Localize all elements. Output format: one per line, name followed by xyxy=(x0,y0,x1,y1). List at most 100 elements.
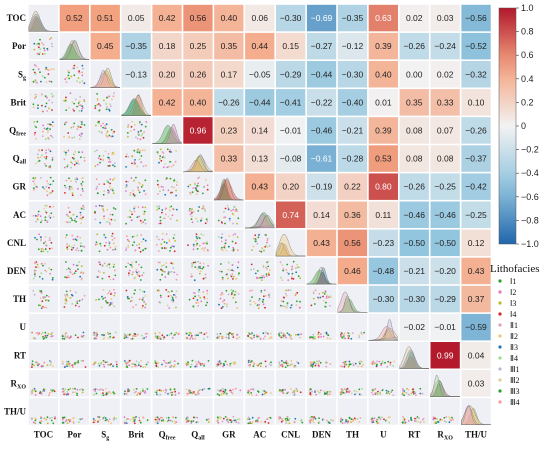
scatter-point xyxy=(64,98,67,101)
scatter-point xyxy=(207,387,210,390)
scatter-cell xyxy=(337,313,368,341)
scatter-point xyxy=(63,366,66,368)
scatter-point xyxy=(172,267,175,269)
corr-cell: 0.07 xyxy=(430,117,460,144)
corr-cell-bg xyxy=(337,89,368,116)
scatter-point xyxy=(94,218,97,221)
corr-cell-bg xyxy=(245,89,275,116)
scatter-cell xyxy=(245,285,275,313)
scatter-point xyxy=(48,239,51,242)
scatter-point xyxy=(262,303,265,306)
scatter-point xyxy=(156,205,159,208)
scatter-point xyxy=(238,418,241,421)
scatter-point xyxy=(232,270,235,272)
scatter-point xyxy=(166,148,169,151)
scatter-cell xyxy=(59,370,89,397)
scatter-point xyxy=(251,416,254,419)
scatter-point xyxy=(256,420,259,423)
scatter-point xyxy=(127,216,130,218)
scatter-point xyxy=(263,276,266,279)
scatter-point xyxy=(41,365,44,367)
scatter-point xyxy=(72,365,74,368)
scatter-point xyxy=(224,222,226,225)
scatter-point xyxy=(113,416,116,419)
scatter-bg xyxy=(245,313,275,341)
scatter-point xyxy=(129,209,131,212)
corr-cell-bg xyxy=(245,32,275,60)
corr-value: 0.03 xyxy=(468,378,485,388)
scatter-point xyxy=(266,239,269,242)
scatter-bg xyxy=(152,257,182,285)
scatter-point xyxy=(126,235,128,238)
scatter-point xyxy=(62,390,64,393)
scatter-point xyxy=(202,266,205,269)
scatter-point xyxy=(136,273,139,276)
scatter-point xyxy=(186,394,189,396)
scatter-point xyxy=(93,389,96,391)
scatter-point xyxy=(283,296,285,299)
scatter-point xyxy=(66,247,69,250)
scatter-point xyxy=(110,422,112,425)
scatter-point xyxy=(416,416,419,418)
scatter-point xyxy=(310,304,313,307)
scatter-point xyxy=(320,336,322,338)
scatter-point xyxy=(67,267,70,270)
scatter-point xyxy=(221,306,224,308)
scatter-point xyxy=(262,337,265,340)
scatter-point xyxy=(317,331,320,334)
scatter-point xyxy=(173,179,176,182)
density-cell xyxy=(183,145,213,172)
scatter-point xyxy=(33,97,36,99)
scatter-point xyxy=(67,149,70,152)
scatter-point xyxy=(200,363,203,366)
scatter-point xyxy=(232,208,235,211)
scatter-point xyxy=(227,277,229,280)
scatter-point xyxy=(39,48,42,51)
scatter-point xyxy=(329,337,332,340)
scatter-point xyxy=(41,104,43,107)
scatter-point xyxy=(170,394,173,396)
scatter-point xyxy=(200,300,203,303)
scatter-point xyxy=(128,240,131,243)
corr-cell: −0.46 xyxy=(430,201,460,228)
scatter-point xyxy=(48,166,50,168)
corr-value: −0.44 xyxy=(311,69,333,79)
scatter-point xyxy=(50,68,53,71)
row-label: U xyxy=(20,322,27,332)
scatter-point xyxy=(164,163,167,165)
scatter-point xyxy=(31,366,33,368)
scatter-point xyxy=(46,131,49,134)
scatter-point xyxy=(194,334,197,337)
scatter-point xyxy=(261,246,263,249)
scatter-point xyxy=(227,335,230,338)
scatter-point xyxy=(54,417,56,420)
colorbar-tick-label: −0.8 xyxy=(521,215,539,225)
scatter-point xyxy=(175,421,178,423)
scatter-point xyxy=(133,128,136,131)
scatter-point xyxy=(70,126,73,129)
scatter-point xyxy=(36,238,38,241)
scatter-point xyxy=(61,418,64,421)
scatter-point xyxy=(106,265,108,267)
row-label: TH/U xyxy=(4,406,27,416)
scatter-point xyxy=(235,421,238,423)
scatter-point xyxy=(98,389,101,391)
scatter-point xyxy=(64,276,66,278)
scatter-point xyxy=(134,363,137,366)
scatter-point xyxy=(203,363,206,366)
scatter-point xyxy=(251,388,254,391)
scatter-point xyxy=(235,207,237,210)
corr-cell-bg xyxy=(337,32,368,60)
scatter-point xyxy=(130,177,133,180)
scatter-point xyxy=(254,302,257,305)
corr-value: 0.14 xyxy=(313,210,330,220)
scatter-bg xyxy=(337,342,368,369)
scatter-point xyxy=(281,363,284,366)
scatter-point xyxy=(265,273,268,276)
scatter-point xyxy=(108,157,110,159)
scatter-point xyxy=(63,306,66,308)
scatter-point xyxy=(295,293,297,295)
scatter-point xyxy=(102,394,105,397)
scatter-point xyxy=(154,359,157,362)
scatter-point xyxy=(375,420,378,423)
